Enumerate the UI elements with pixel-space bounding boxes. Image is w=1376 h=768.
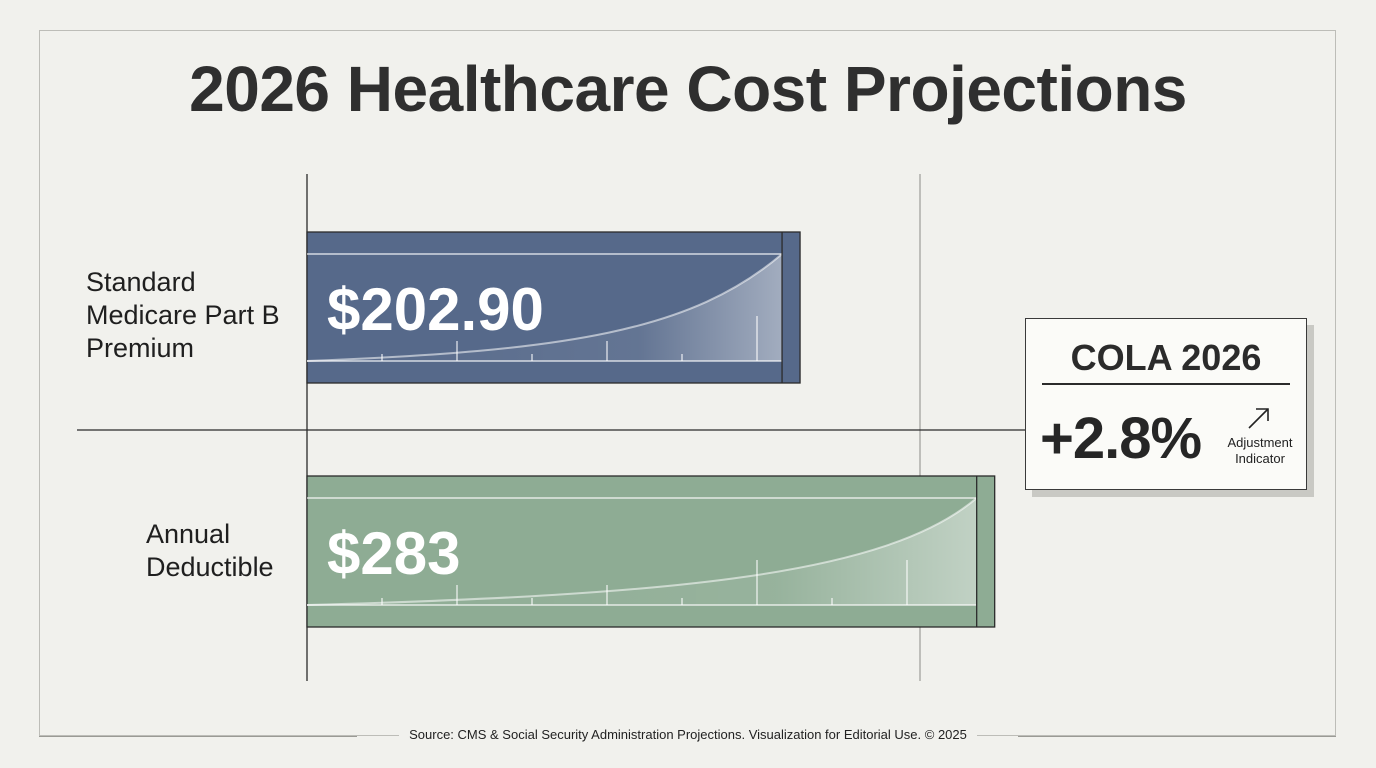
bar-1-growth-curve <box>306 497 978 606</box>
bar-0-growth-curve <box>306 253 783 362</box>
cola-caption-line-1: Adjustment <box>1227 435 1293 450</box>
cola-caption: Adjustment Indicator <box>1216 435 1304 467</box>
source-rule-left <box>39 736 357 737</box>
category-label-part-b-premium: Standard Medicare Part B Premium <box>86 267 280 363</box>
cola-divider <box>1042 383 1290 385</box>
arrow-up-right-icon <box>1248 408 1269 429</box>
cola-callout: COLA 2026 +2.8% Adjustment Indicator <box>1025 318 1307 490</box>
chart-title: 2026 Healthcare Cost Projections <box>189 53 1187 125</box>
cola-value: +2.8% <box>1040 406 1202 471</box>
source-rule-right <box>1018 736 1336 737</box>
bar-1-value-label: $283 <box>327 520 460 587</box>
bar-0-value-label: $202.90 <box>327 276 544 343</box>
category-label-annual-deductible: Annual Deductible <box>146 519 274 582</box>
source-note: Source: CMS & Social Security Administra… <box>0 727 1376 742</box>
cola-caption-line-2: Indicator <box>1235 451 1285 466</box>
bar-0-growth-area <box>307 254 783 361</box>
bar-1-growth-area <box>307 498 977 605</box>
cola-title: COLA 2026 <box>1070 337 1262 378</box>
